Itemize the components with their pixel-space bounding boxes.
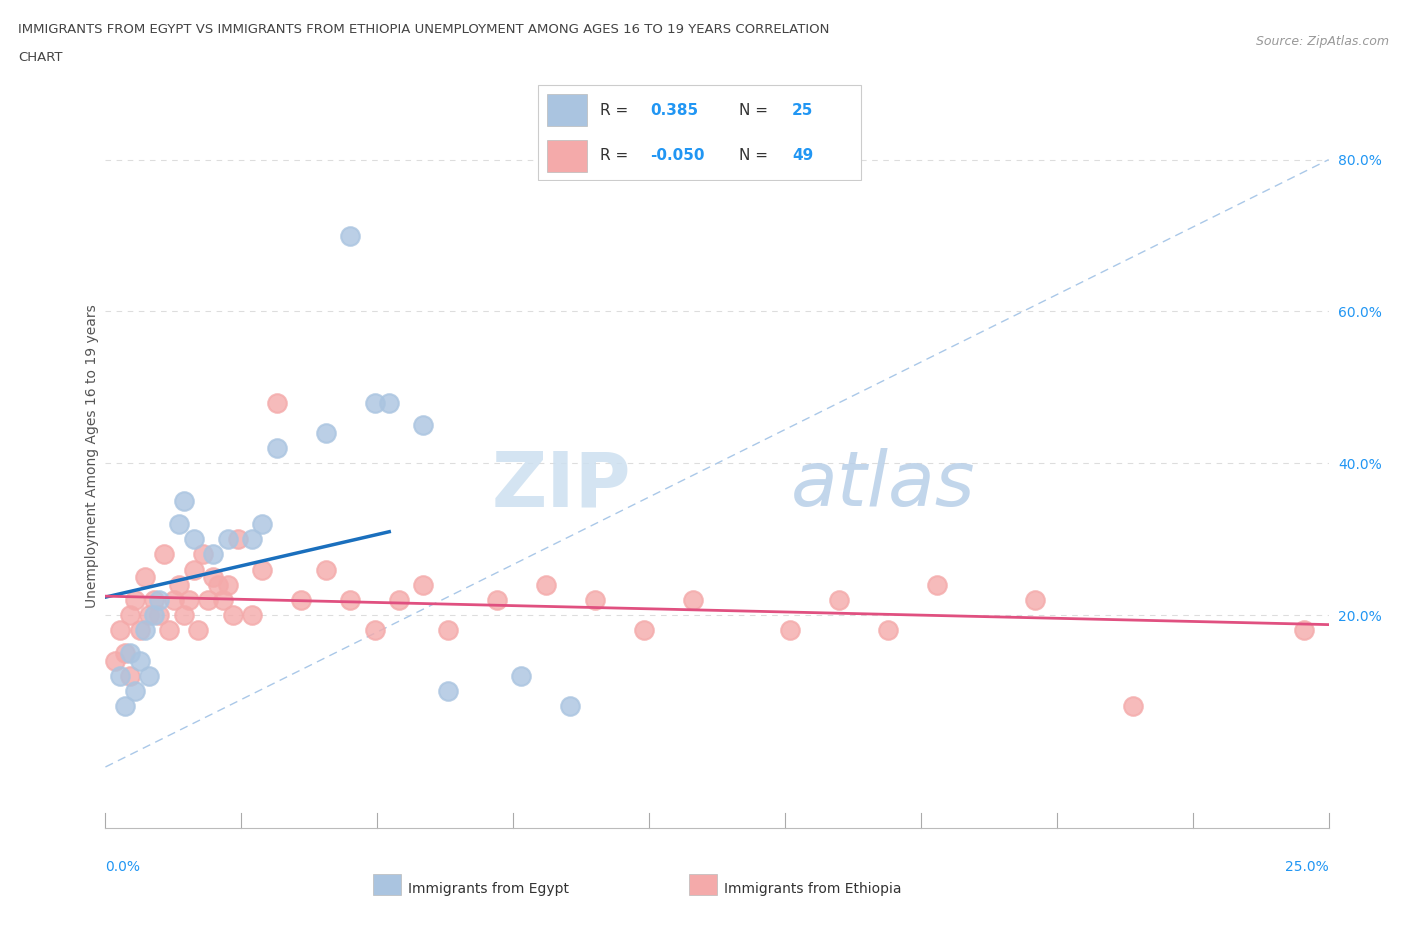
FancyBboxPatch shape xyxy=(537,85,862,180)
Point xyxy=(510,669,533,684)
Point xyxy=(197,592,219,607)
Point xyxy=(315,426,337,441)
Point xyxy=(682,592,704,607)
Point xyxy=(104,653,127,668)
Text: Immigrants from Ethiopia: Immigrants from Ethiopia xyxy=(724,882,901,896)
Point xyxy=(1122,698,1144,713)
Text: ZIP: ZIP xyxy=(492,448,631,523)
Point xyxy=(128,623,150,638)
Point xyxy=(173,494,195,509)
Point xyxy=(250,562,273,577)
Point xyxy=(534,578,557,592)
Point xyxy=(315,562,337,577)
Text: R =: R = xyxy=(600,102,634,117)
Point xyxy=(633,623,655,638)
Point xyxy=(240,607,263,622)
Text: 25.0%: 25.0% xyxy=(1285,860,1329,874)
Point xyxy=(148,592,170,607)
Text: N =: N = xyxy=(740,149,773,164)
Point xyxy=(153,547,176,562)
Text: N =: N = xyxy=(740,102,773,117)
Point xyxy=(108,669,131,684)
Point xyxy=(202,547,225,562)
Point xyxy=(163,592,186,607)
Point xyxy=(118,645,141,660)
Text: Source: ZipAtlas.com: Source: ZipAtlas.com xyxy=(1256,35,1389,48)
Point xyxy=(134,570,156,585)
Point xyxy=(779,623,801,638)
Point xyxy=(167,516,190,531)
Point xyxy=(202,570,225,585)
Text: Immigrants from Egypt: Immigrants from Egypt xyxy=(408,882,569,896)
Point xyxy=(177,592,200,607)
Point xyxy=(157,623,180,638)
Point xyxy=(118,607,141,622)
Point xyxy=(207,578,229,592)
Point xyxy=(212,592,235,607)
Point xyxy=(128,653,150,668)
Point xyxy=(173,607,195,622)
Point xyxy=(114,698,136,713)
Point xyxy=(378,395,401,410)
Text: 49: 49 xyxy=(792,149,813,164)
Y-axis label: Unemployment Among Ages 16 to 19 years: Unemployment Among Ages 16 to 19 years xyxy=(84,304,98,607)
Point xyxy=(339,592,361,607)
Point xyxy=(108,623,131,638)
Point xyxy=(290,592,312,607)
Point xyxy=(1294,623,1316,638)
Point xyxy=(485,592,508,607)
Point xyxy=(167,578,190,592)
Text: CHART: CHART xyxy=(18,51,63,64)
Point xyxy=(226,532,249,547)
Point xyxy=(927,578,949,592)
Point xyxy=(148,607,170,622)
Point xyxy=(240,532,263,547)
Text: -0.050: -0.050 xyxy=(650,149,704,164)
Point xyxy=(114,645,136,660)
Point xyxy=(217,532,239,547)
Text: 0.385: 0.385 xyxy=(650,102,697,117)
Point xyxy=(138,607,160,622)
Point xyxy=(363,395,385,410)
Point xyxy=(437,684,460,698)
Bar xyxy=(547,95,588,126)
Point xyxy=(118,669,141,684)
Point xyxy=(221,607,243,622)
Text: atlas: atlas xyxy=(790,448,974,523)
Point xyxy=(124,684,146,698)
Point xyxy=(143,592,166,607)
Point xyxy=(583,592,606,607)
Point xyxy=(412,578,434,592)
Point xyxy=(828,592,851,607)
Point xyxy=(388,592,411,607)
Point xyxy=(560,698,582,713)
Text: R =: R = xyxy=(600,149,634,164)
Text: IMMIGRANTS FROM EGYPT VS IMMIGRANTS FROM ETHIOPIA UNEMPLOYMENT AMONG AGES 16 TO : IMMIGRANTS FROM EGYPT VS IMMIGRANTS FROM… xyxy=(18,23,830,36)
Point xyxy=(1024,592,1046,607)
Point xyxy=(250,516,273,531)
Point xyxy=(877,623,900,638)
Point xyxy=(266,395,288,410)
Point xyxy=(134,623,156,638)
Point xyxy=(412,418,434,432)
Point xyxy=(217,578,239,592)
Point xyxy=(124,592,146,607)
Text: 25: 25 xyxy=(792,102,814,117)
Point xyxy=(339,228,361,243)
Point xyxy=(138,669,160,684)
Point xyxy=(266,441,288,456)
Point xyxy=(183,562,205,577)
Point xyxy=(193,547,215,562)
Point xyxy=(363,623,385,638)
Bar xyxy=(547,140,588,172)
Point xyxy=(143,607,166,622)
Text: 0.0%: 0.0% xyxy=(105,860,141,874)
Point xyxy=(187,623,209,638)
Point xyxy=(437,623,460,638)
Point xyxy=(183,532,205,547)
